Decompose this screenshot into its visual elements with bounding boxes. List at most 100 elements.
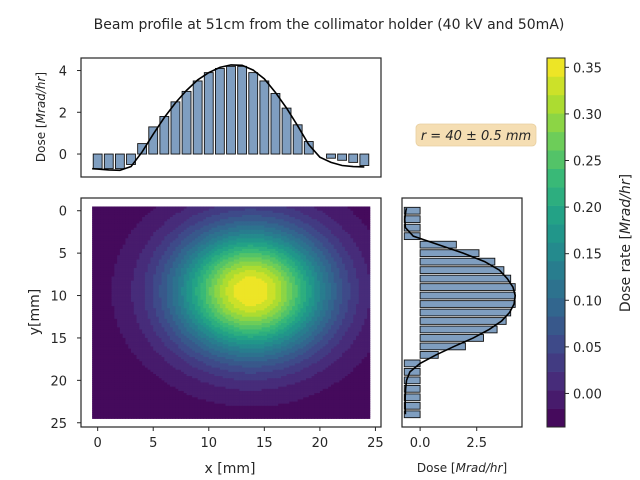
heatmap-cell [197, 253, 201, 256]
heatmap-cell [339, 259, 343, 263]
heatmap-cell [283, 280, 287, 284]
heatmap-cell [289, 267, 293, 271]
heatmap-cell [131, 287, 135, 290]
heatmap-cell [181, 231, 185, 235]
heatmap-cell [206, 263, 210, 267]
heatmap-cell [364, 234, 368, 237]
heatmap-cell [250, 291, 254, 294]
heatmap-cell [200, 240, 204, 243]
heatmap-cell [208, 272, 212, 275]
heatmap-cell [311, 278, 315, 282]
heatmap-cell [289, 212, 293, 216]
x-profile-bar [303, 141, 314, 155]
heatmap-cell [139, 299, 143, 303]
heatmap-cell [289, 265, 293, 269]
heatmap-cell [267, 257, 271, 260]
heatmap-cell [353, 263, 357, 267]
heatmap-cell [242, 299, 246, 303]
heatmap-cell [331, 299, 335, 303]
heatmap-cell [144, 274, 149, 277]
heatmap-cell [164, 272, 168, 275]
heatmap-cell [181, 221, 185, 224]
heatmap-cell [306, 291, 310, 294]
heatmap-cell [292, 284, 296, 288]
heatmap-cell [225, 257, 229, 260]
heatmap-cell [333, 293, 337, 296]
heatmap-cell [267, 253, 271, 256]
heatmap-cell [303, 282, 307, 286]
heatmap-cell [94, 259, 99, 263]
heatmap-cell [278, 278, 282, 282]
heatmap-cell [150, 221, 154, 224]
heatmap-cell [239, 306, 243, 309]
heatmap-cell [281, 217, 285, 220]
heatmap-cell [225, 208, 229, 212]
heatmap-cell [203, 257, 207, 260]
heatmap-cell [111, 234, 115, 237]
heatmap-cell [119, 242, 124, 246]
heatmap-cell [206, 242, 210, 246]
heatmap-cell [331, 248, 335, 252]
heatmap-cell [186, 221, 190, 224]
x-profile-bar [92, 153, 103, 170]
heatmap-cell [225, 261, 229, 265]
x-profile-bar [170, 101, 181, 155]
heatmap-cell [214, 208, 218, 212]
heatmap-cell [175, 267, 179, 271]
heatmap-cell [286, 223, 290, 226]
heatmap-cell [278, 308, 282, 311]
heatmap-cell [294, 308, 299, 311]
heatmap-cell [128, 219, 132, 222]
heatmap-cell [194, 263, 199, 267]
heatmap-cell [186, 310, 190, 313]
heatmap-cell [322, 219, 326, 222]
heatmap-cell [200, 223, 204, 226]
heatmap-cell [92, 221, 96, 224]
heatmap-cell [286, 295, 290, 299]
heatmap-cell [319, 244, 324, 248]
heatmap-cell [192, 270, 196, 273]
heatmap-cell [367, 219, 371, 222]
heatmap-cell [172, 221, 176, 224]
heatmap-cell [333, 270, 337, 273]
heatmap-cell [194, 297, 199, 301]
heatmap-cell [344, 238, 349, 241]
heatmap-cell [117, 261, 121, 265]
heatmap-cell [317, 291, 321, 294]
heatmap-cell [161, 236, 165, 239]
heatmap-cell [339, 278, 343, 282]
heatmap-cell [147, 257, 151, 260]
heatmap-cell [206, 248, 210, 252]
heatmap-cell [269, 244, 274, 248]
heatmap-cell [128, 240, 132, 243]
heatmap-cell [231, 214, 235, 218]
heatmap-cell [292, 206, 296, 209]
heatmap-cell [300, 244, 304, 248]
heatmap-cell [192, 223, 196, 226]
heatmap-cell [131, 301, 135, 305]
heatmap-cell [347, 253, 351, 256]
heatmap-cell [272, 206, 276, 209]
heatmap-cell [144, 206, 149, 209]
heatmap-cell [161, 210, 165, 214]
heatmap-cell [300, 210, 304, 214]
heatmap-cell [256, 255, 260, 258]
heatmap-cell [142, 217, 146, 220]
heatmap-cell [339, 229, 343, 233]
heatmap-cell [264, 238, 268, 241]
heatmap-cell [94, 282, 99, 286]
heatmap-cell [231, 212, 235, 216]
heatmap-cell [167, 225, 171, 229]
heatmap-cell [233, 219, 237, 222]
heatmap-cell [336, 263, 340, 267]
heatmap-cell [300, 304, 304, 307]
heatmap-cell [319, 206, 324, 209]
heatmap-cell [294, 293, 299, 296]
heatmap-cell [181, 289, 185, 292]
heatmap-cell [131, 242, 135, 246]
heatmap-cell [94, 225, 99, 229]
heatmap-cell [214, 223, 218, 226]
heatmap-cell [267, 308, 271, 311]
heatmap-cell [92, 255, 96, 258]
heatmap-cell [239, 308, 243, 311]
